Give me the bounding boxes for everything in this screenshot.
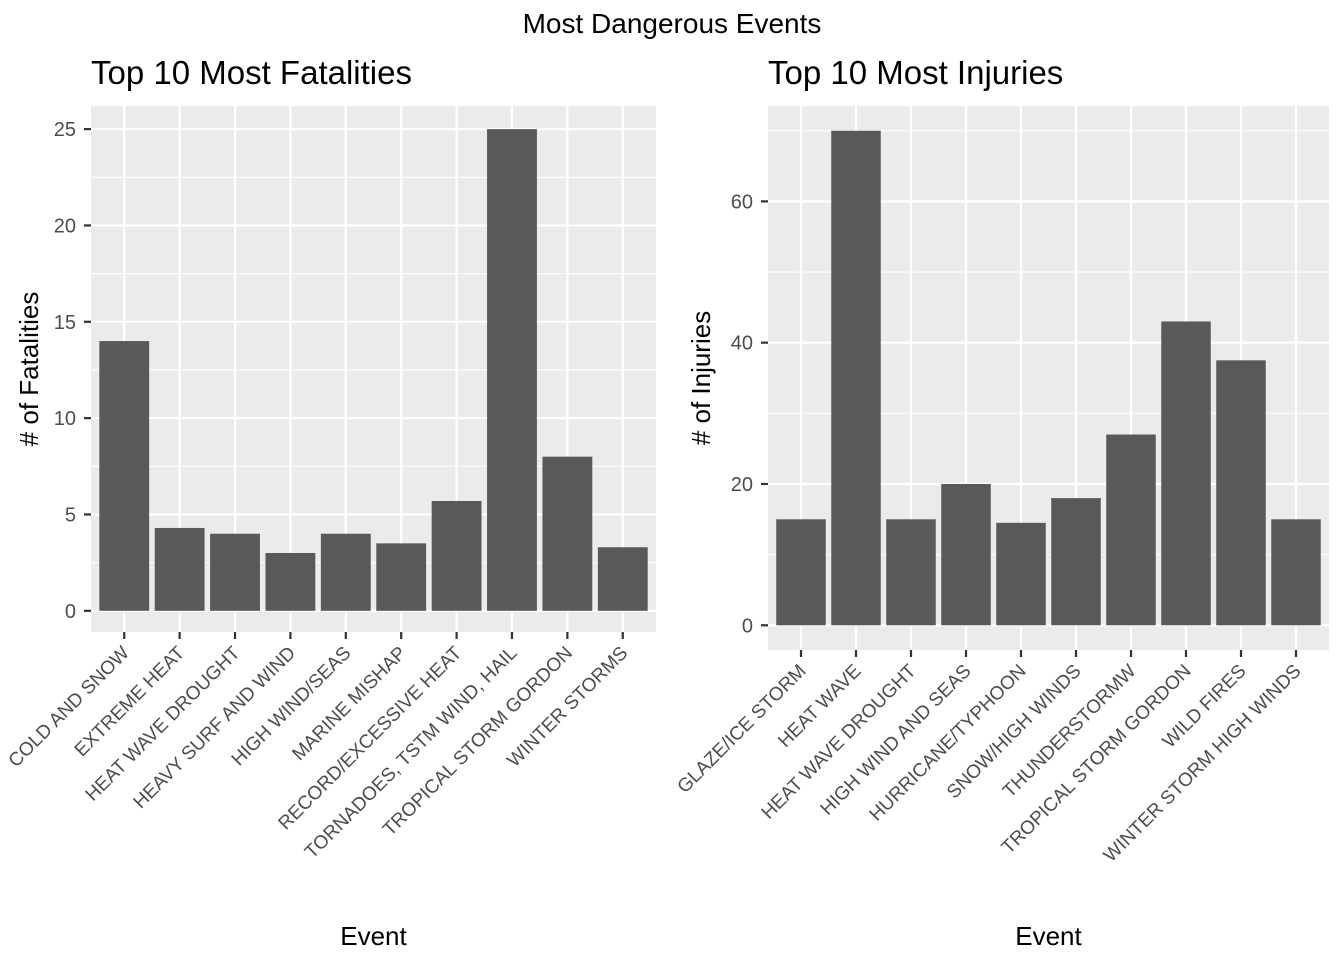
fatalities-y-tick-label: 0: [65, 601, 76, 623]
fatalities-bar: [376, 543, 427, 611]
fatalities-y-tick-label: 5: [65, 504, 76, 526]
injuries-bar: [831, 130, 881, 626]
injuries-x-axis-title: Event: [1015, 921, 1082, 951]
injuries-y-tick-label: 60: [731, 191, 753, 213]
injuries-y-tick-label: 40: [731, 333, 753, 355]
injuries-bar: [1216, 360, 1266, 626]
injuries-bar: [886, 519, 936, 626]
fatalities-bar: [154, 527, 205, 611]
injuries-x-tick-label: WINTER STORM HIGH WINDS: [1100, 661, 1306, 867]
injuries-bar: [1106, 434, 1156, 626]
figure-title: Most Dangerous Events: [523, 8, 822, 39]
fatalities-y-tick-label: 10: [54, 408, 76, 430]
fatalities-y-tick-label: 20: [54, 215, 76, 237]
fatalities-bar: [597, 547, 648, 611]
fatalities-bar: [265, 553, 316, 611]
fatalities-bar: [210, 533, 260, 611]
injuries-bar: [1051, 498, 1101, 626]
fatalities-bar: [487, 129, 537, 611]
injuries-bar: [1161, 321, 1211, 626]
fatalities-bar: [542, 456, 593, 611]
injuries-y-axis-title: # of Injuries: [686, 311, 716, 445]
fatalities-chart-title: Top 10 Most Fatalities: [91, 54, 412, 91]
fatalities-bar: [99, 341, 150, 611]
injuries-chart-title: Top 10 Most Injuries: [768, 54, 1063, 91]
fatalities-y-tick-label: 15: [54, 312, 76, 334]
fatalities-bar: [320, 533, 371, 611]
injuries-bar: [776, 519, 826, 626]
fatalities-y-axis-title: # of Fatalities: [14, 292, 44, 447]
fatalities-y-tick-label: 25: [54, 119, 76, 141]
injuries-bar: [996, 522, 1046, 626]
fatalities-x-axis-title: Event: [340, 921, 407, 951]
injuries-y-tick-label: 0: [742, 615, 753, 637]
fatalities-bar: [431, 500, 482, 611]
injuries-bar: [1271, 519, 1321, 626]
injuries-y-tick-label: 20: [731, 474, 753, 496]
injuries-bar: [941, 483, 991, 626]
